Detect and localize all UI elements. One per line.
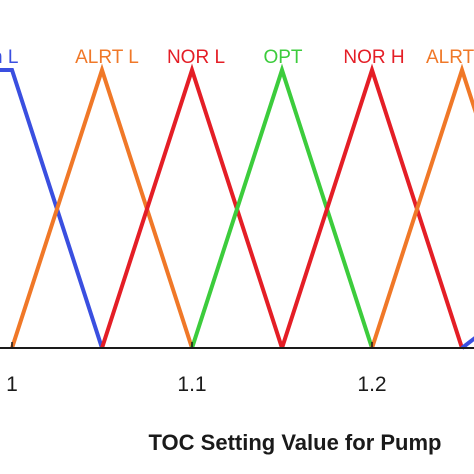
series-label-layer: n L ALRT L NOR L OPT NOR H ALRT [0,47,474,68]
x-tick-label-1: 1.1 [177,373,206,396]
series-label-0: n L [0,47,18,68]
series-label-1: ALRT L [75,47,139,68]
series-line-6 [460,336,474,350]
series-label-5: ALRT [426,47,474,68]
x-axis-title: TOC Setting Value for Pump [149,430,442,455]
series-line-4 [280,63,464,349]
x-tick-label-2: 1.2 [357,373,386,396]
series-label-2: NOR L [167,47,225,68]
series-label-3: OPT [263,47,302,68]
series-line-1 [10,63,194,349]
series-line-2 [100,63,284,349]
series-line-3 [190,63,374,349]
series-line-0 [0,68,104,349]
x-tick-label-0: 1 [6,373,18,396]
series-label-4: NOR H [343,47,404,68]
series-line-5 [370,63,474,349]
axis-layer: 1 1.1 1.2 [0,342,474,396]
series-layer [0,63,474,350]
